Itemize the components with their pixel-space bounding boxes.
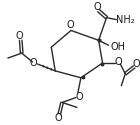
- Text: O: O: [66, 20, 74, 30]
- Text: O: O: [16, 31, 24, 41]
- Text: O: O: [30, 58, 37, 68]
- Text: OH: OH: [111, 42, 126, 52]
- Text: O: O: [75, 92, 83, 102]
- Text: NH₂: NH₂: [116, 15, 135, 25]
- Text: O: O: [54, 113, 62, 123]
- Text: O: O: [94, 2, 102, 12]
- Text: O: O: [115, 57, 122, 67]
- Text: O: O: [132, 59, 140, 69]
